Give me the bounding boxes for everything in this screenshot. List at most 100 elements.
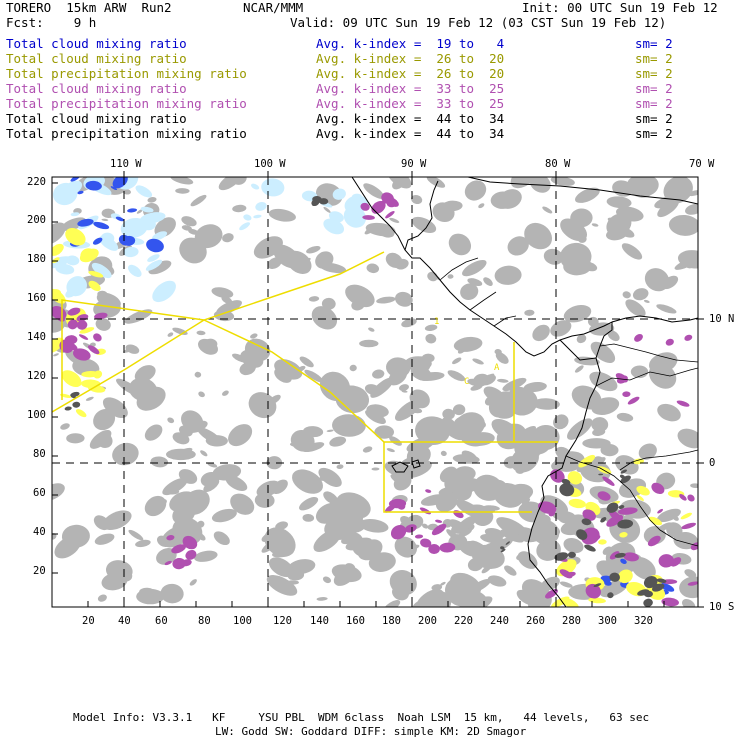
cloud-patch [94, 533, 115, 545]
cloud-patch [630, 365, 649, 379]
magenta-patch [676, 400, 690, 407]
cloud-patch [364, 224, 379, 235]
cloud-patch [440, 450, 447, 457]
cloud-patch [590, 373, 607, 387]
cloud-patch [563, 538, 584, 554]
cloud-patch [250, 333, 258, 339]
magenta-patch [435, 519, 443, 523]
x-tick-label: 280 [562, 615, 581, 627]
yellow-patch [88, 270, 104, 278]
cloud-patch [345, 284, 375, 308]
cloud-patch [438, 486, 454, 496]
cloud-patch [487, 479, 507, 498]
init-time: Init: 00 UTC Sun 19 Feb 12 [522, 0, 718, 15]
yellow-patch [648, 516, 663, 526]
cloud-patch [61, 217, 86, 231]
cloud-patch [306, 245, 321, 254]
cloud-patch [207, 462, 218, 468]
legend-smooth: sm= 2 [635, 36, 673, 51]
yellow-patch [52, 289, 62, 296]
cloud-patch [622, 291, 631, 299]
magenta-patch [627, 396, 640, 405]
cloud-patch [445, 577, 475, 607]
cloud-patch [591, 223, 599, 227]
legend-index: Avg. k-index = 44 to 34 [316, 111, 505, 126]
cloud-patch [483, 386, 506, 404]
cloud-patch [303, 426, 324, 438]
lightblue-patch [99, 235, 119, 251]
cloud-patch [455, 478, 481, 494]
legend-smooth: sm= 2 [635, 126, 673, 141]
blue-patch [146, 238, 164, 253]
graticule [52, 177, 698, 607]
lightblue-patch [145, 259, 163, 271]
legend-index: Avg. k-index = 44 to 34 [316, 126, 505, 141]
cloud-patch [401, 318, 417, 328]
magenta-patch [385, 196, 399, 207]
lightblue-patch [128, 264, 142, 277]
cloud-patch [503, 456, 519, 469]
box-label: A [494, 363, 500, 373]
intense-cell [606, 502, 619, 513]
cloud-patch [607, 217, 628, 230]
y-tick-label: 160 [27, 292, 46, 304]
lightblue-patch [239, 222, 250, 231]
legend-field: Total cloud mixing ratio [6, 51, 187, 66]
cloud-patch [112, 442, 139, 466]
cloud-patch [352, 546, 375, 559]
model-info: Model Info: V3.3.1 KF YSU PBL WDM 6class… [73, 711, 650, 724]
intense-cell [584, 544, 596, 552]
intense-cell [614, 552, 626, 558]
cloud-patch [365, 409, 386, 425]
legend-index: Avg. k-index = 19 to 4 [316, 36, 505, 51]
magenta-patch [420, 538, 432, 548]
magenta-patch [687, 494, 695, 502]
cloud-patch [559, 581, 573, 588]
cloud-patch [371, 467, 380, 471]
lightblue-patch [91, 262, 112, 279]
x-tick-label: 80 [198, 615, 211, 627]
dark-precip-layer [64, 195, 667, 607]
cloud-patch [543, 248, 564, 265]
magenta-precip-layer [52, 192, 698, 607]
cloud-patch [529, 177, 551, 193]
magenta-patch [564, 571, 576, 578]
cloud-patch [136, 209, 143, 214]
lon-label: 70 W [689, 158, 715, 170]
yellow-patch [79, 327, 95, 334]
cloud-patch [211, 508, 237, 523]
cloud-patch [496, 517, 529, 538]
magenta-patch [67, 307, 81, 316]
x-tick-label: 260 [526, 615, 545, 627]
cloud-patch [66, 433, 85, 444]
cloud-patch [432, 202, 455, 223]
cloud-patch [232, 353, 248, 363]
cloud-patch [399, 384, 409, 392]
cloud-patch [411, 216, 437, 233]
cloud-patch [463, 596, 493, 607]
cloud-patch [648, 352, 678, 374]
magenta-patch [76, 320, 88, 330]
cloud-patch [574, 365, 584, 373]
organization: NCAR/MMM [243, 0, 304, 15]
magenta-patch [61, 340, 78, 351]
legend-smooth: sm= 2 [635, 96, 673, 111]
borders [439, 257, 698, 547]
cloud-patch [575, 187, 600, 203]
cloud-patch [331, 564, 362, 583]
magenta-patch [592, 535, 601, 542]
cloud-patch [452, 357, 462, 365]
cloud-patch [102, 397, 128, 419]
cloud-patch [128, 377, 158, 402]
border-path [469, 291, 497, 311]
cloud-patch [500, 529, 524, 543]
cloud-patch [452, 404, 466, 416]
cloud-patch [319, 262, 347, 274]
cloud-patch [507, 388, 538, 416]
magenta-patch [634, 333, 643, 342]
cloud-patch [363, 183, 385, 199]
yellow-patch [65, 228, 86, 246]
cloud-patch [393, 474, 412, 491]
cloud-patch [521, 579, 551, 605]
physics-info: LW: Godd SW: Goddard DIFF: simple KM: 2D… [215, 725, 527, 738]
